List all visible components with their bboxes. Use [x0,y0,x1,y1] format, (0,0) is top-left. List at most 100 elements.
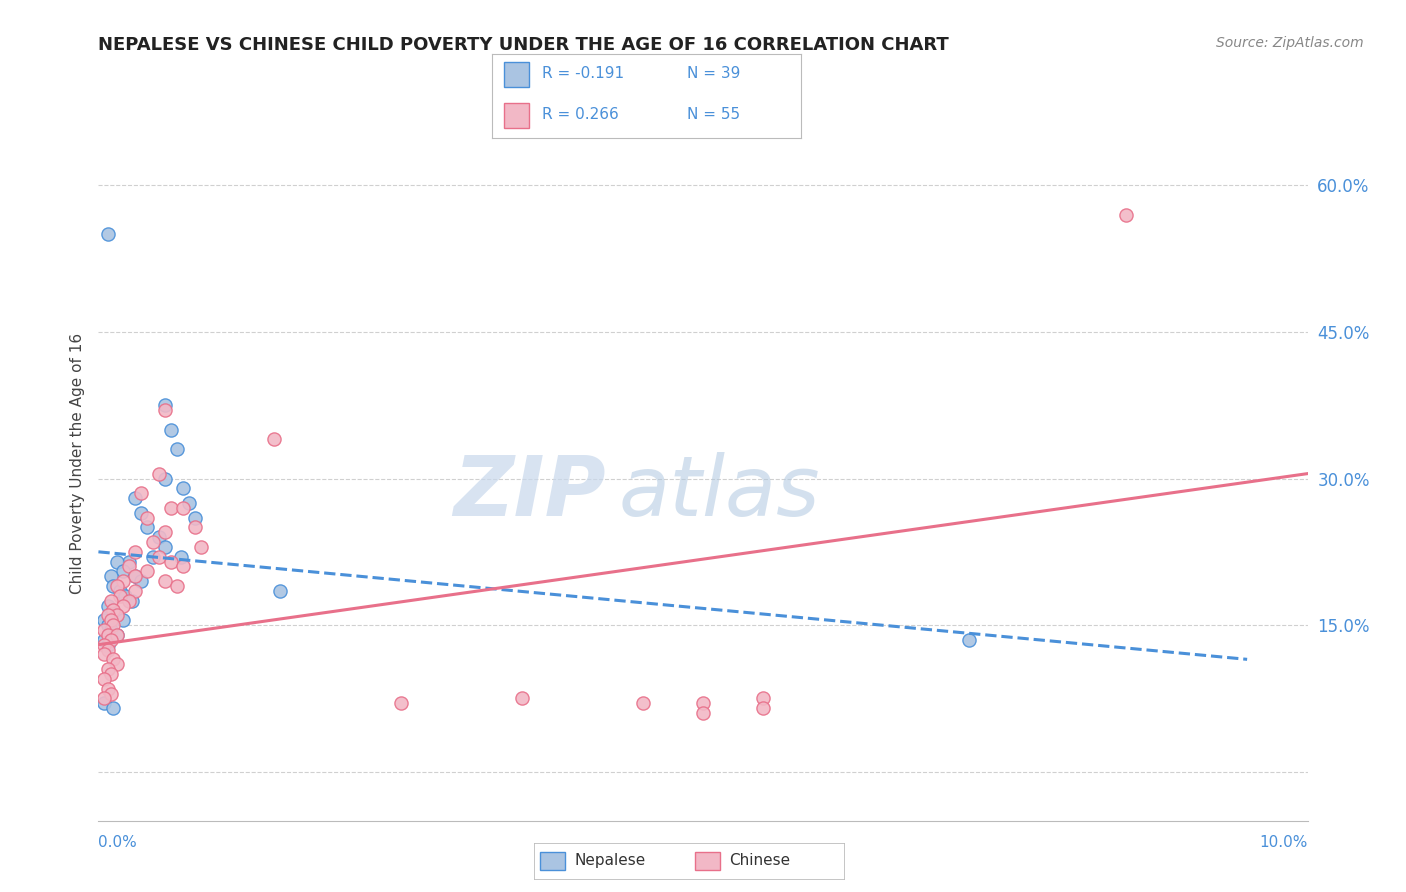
FancyBboxPatch shape [540,852,565,870]
Point [105,608,128,623]
Text: Nepalese: Nepalese [575,854,645,868]
Text: 0.0%: 0.0% [98,836,138,850]
Point [124,491,146,505]
Text: N = 39: N = 39 [688,66,741,81]
Point [93,613,115,627]
Point [142,549,165,564]
Point [124,569,146,583]
Point [148,549,170,564]
Point [129,574,152,589]
Point [100,667,122,681]
Point [93,691,115,706]
Point [97,618,120,632]
Point [118,593,141,607]
Point [190,540,212,554]
Text: 10.0%: 10.0% [1260,836,1308,850]
Point [105,608,128,623]
Point [101,701,124,715]
Point [97,608,120,623]
Point [114,589,136,603]
Point [93,696,115,710]
Point [93,672,115,686]
Point [172,559,194,574]
Point [97,662,120,676]
Point [1115,208,1137,222]
Point [263,433,285,447]
Point [153,403,176,417]
Point [160,500,183,515]
Text: Chinese: Chinese [730,854,790,868]
Point [101,652,124,666]
Point [111,565,134,579]
Point [101,603,124,617]
Point [97,638,120,652]
Point [105,628,128,642]
Point [105,579,128,593]
Point [179,496,201,510]
Point [111,613,134,627]
Point [153,574,176,589]
Point [160,555,183,569]
Point [269,583,291,598]
Point [172,500,194,515]
Point [97,628,120,642]
Point [101,618,124,632]
Point [97,227,120,241]
Point [124,569,146,583]
Point [111,599,134,613]
Point [100,623,122,637]
Point [957,632,980,647]
Text: atlas: atlas [619,452,820,533]
Point [169,549,191,564]
Point [184,510,207,524]
Point [124,545,146,559]
Point [135,565,157,579]
Point [93,632,115,647]
Point [100,593,122,607]
Point [692,706,714,720]
FancyBboxPatch shape [695,852,720,870]
Point [153,525,176,540]
Text: Source: ZipAtlas.com: Source: ZipAtlas.com [1216,36,1364,50]
Point [118,555,141,569]
Point [184,520,207,534]
Point [118,559,141,574]
Point [135,520,157,534]
Point [752,701,775,715]
Point [153,398,176,412]
Point [129,486,152,500]
Point [153,540,176,554]
Point [124,583,146,598]
Point [108,583,131,598]
Point [101,603,124,617]
Point [97,681,120,696]
Point [148,467,170,481]
Point [105,628,128,642]
Point [105,555,128,569]
Point [160,423,183,437]
Point [752,691,775,706]
Point [93,648,115,662]
Point [100,687,122,701]
Point [100,632,122,647]
Point [129,506,152,520]
Point [97,642,120,657]
Point [100,613,122,627]
Point [93,638,115,652]
Point [166,442,188,457]
Text: R = -0.191: R = -0.191 [541,66,624,81]
FancyBboxPatch shape [505,62,529,87]
Point [692,696,714,710]
Point [166,579,188,593]
Point [97,599,120,613]
Point [142,535,165,549]
Text: N = 55: N = 55 [688,107,740,122]
Point [135,510,157,524]
Point [101,579,124,593]
Point [148,530,170,544]
Point [105,657,128,672]
Text: ZIP: ZIP [454,452,606,533]
Point [108,589,131,603]
Point [111,574,134,589]
Point [93,623,115,637]
